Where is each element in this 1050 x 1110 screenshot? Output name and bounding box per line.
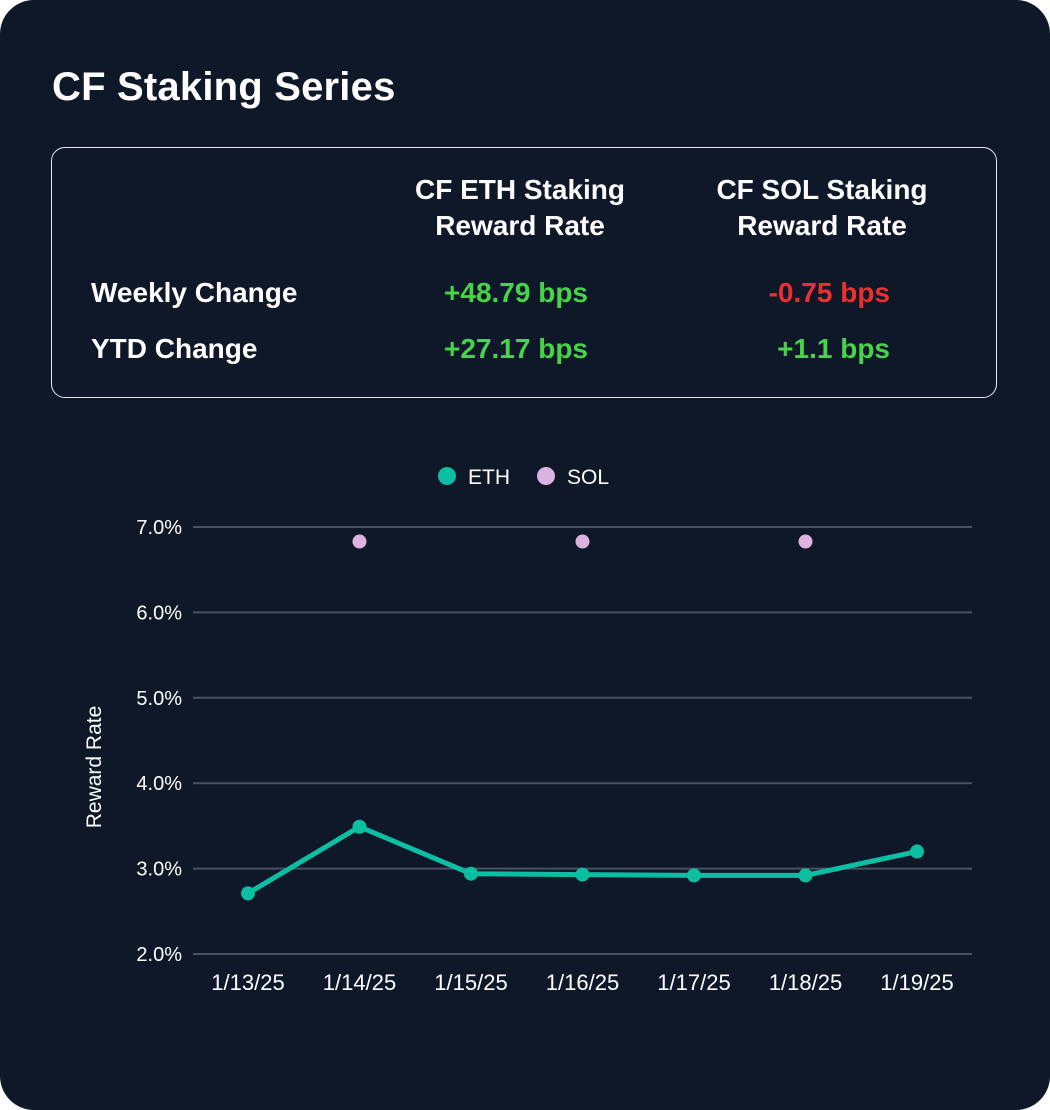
chart-legend: ETH SOL [438,466,609,489]
eth-data-point [687,868,701,883]
x-tick-label: 1/15/25 [434,970,507,995]
chart-series [241,534,924,901]
eth-data-point [241,886,255,901]
eth-data-point [352,819,367,834]
reward-rate-chart: ETH SOL 2.0%3.0%4.0%5.0%6.0%7.0% 1/13/25 1… [83,466,972,995]
column-header-sol: CF SOL Staking Reward Rate [682,172,962,244]
y-tick-label: 2.0% [136,944,182,966]
x-tick-label: 1/17/25 [657,970,730,995]
column-header-eth: CF ETH Staking Reward Rate [380,172,660,244]
legend-marker-eth [438,467,456,485]
chart-container: ETH SOL 2.0% 3.0% 4.0% 5.0% 6.0% 7.0% 1/13/25 1… [0,440,1050,1020]
sol-data-point [798,534,813,549]
stats-table: CF ETH Staking Reward Rate CF SOL Stakin… [51,147,997,398]
column-header-sol-line2: Reward Rate [737,210,907,241]
y-axis-ticks: 2.0% 3.0% 4.0% 5.0% 6.0% 7.0% [136,517,182,966]
legend-label-sol: SOL [567,466,609,489]
column-header-eth-line1: CF ETH Staking [414,174,625,205]
legend-marker-sol [537,467,555,485]
x-tick-label: 1/14/25 [323,970,396,995]
sol-data-point [352,534,367,549]
y-tick-label: 6.0% [136,602,182,624]
eth-data-point [910,844,924,859]
y-axis-label: Reward Rate [83,706,106,829]
weekly-sol-value: -0.75 bps [768,277,890,308]
column-header-sol-line1: CF SOL Staking [716,174,928,205]
legend-label-eth: ETH [468,466,510,489]
x-tick-label: 1/19/25 [880,970,953,995]
row-label-weekly: Weekly Change [91,277,298,308]
x-axis-ticks: 1/13/25 1/14/25 1/15/25 1/16/25 1/17/25 1/18/… [211,970,953,995]
eth-series-line [245,824,920,896]
page-title: CF Staking Series [52,65,396,109]
eth-data-point [575,867,590,882]
y-tick-label: 5.0% [136,688,182,710]
weekly-eth-value: +48.79 bps [444,277,588,308]
x-tick-label: 1/18/25 [769,970,842,995]
x-tick-label: 1/13/25 [211,970,284,995]
chart-grid [193,526,972,955]
column-header-eth-line2: Reward Rate [435,210,605,241]
ytd-sol-value: +1.1 bps [777,333,890,364]
y-tick-label: 4.0% [136,773,182,795]
y-tick-label: 3.0% [136,859,182,881]
row-label-ytd: YTD Change [91,333,258,364]
y-tick-label: 7.0% [136,517,182,539]
x-tick-label: 1/16/25 [546,970,619,995]
ytd-eth-value: +27.17 bps [444,333,588,364]
eth-data-point [464,866,478,881]
sol-data-point [575,534,590,549]
eth-data-point [798,868,813,883]
